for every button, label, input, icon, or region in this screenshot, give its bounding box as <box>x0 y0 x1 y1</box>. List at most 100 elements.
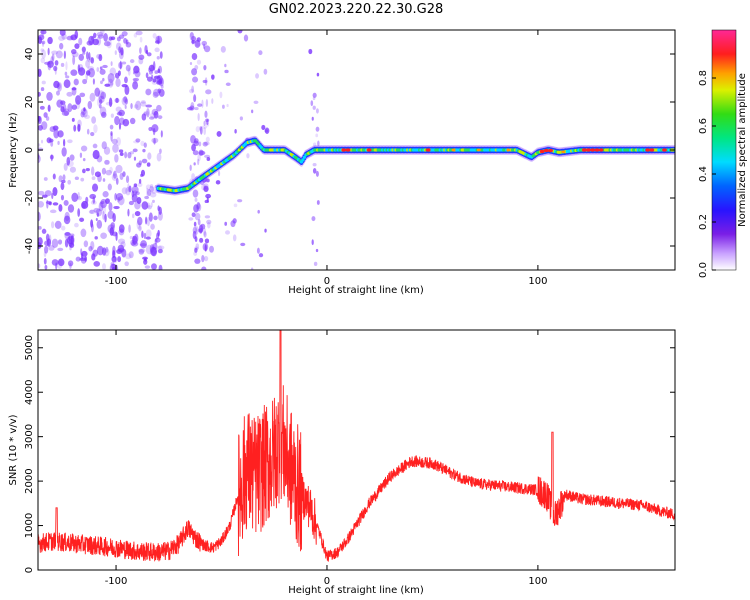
spectrogram-noise-blob <box>116 111 123 116</box>
spectrogram-noise-blob <box>60 62 65 68</box>
spectrogram-noise-blob <box>93 124 98 134</box>
spectrogram-noise-blob <box>150 246 158 257</box>
track-hotspot <box>366 148 372 152</box>
spectrogram-noise-blob <box>66 160 74 167</box>
spectrogram-noise-blob <box>189 88 195 94</box>
spectrogram-noise-blob <box>71 104 78 110</box>
spectrogram-noise-blob <box>157 245 165 250</box>
spectrogram-noise-blob <box>124 76 128 84</box>
spectrogram-noise-blob <box>98 99 103 105</box>
spectrogram-noise-blob <box>132 148 138 153</box>
spectrogram-noise-blob <box>66 91 73 97</box>
spectrogram-noise-blob <box>152 33 157 39</box>
track-hotspot <box>539 149 545 154</box>
spectrogram-noise-blob <box>84 255 88 262</box>
spectrogram-axes: -100 0 100 -40 -20 0 20 40 <box>24 30 675 287</box>
spectrogram-noise-blob <box>38 68 42 77</box>
spectrogram-noise-blob <box>224 221 228 226</box>
spectrogram-noise-blob <box>57 258 65 267</box>
spectrogram-noise-blob <box>256 247 260 254</box>
spectrogram-noise-blob <box>77 123 81 132</box>
spectrogram-noise-blob <box>206 156 211 162</box>
spectrogram-noise-blob <box>117 238 126 245</box>
spectrogram-noise-blob <box>202 79 208 83</box>
spectrogram-noise-blob <box>63 50 66 59</box>
spectrogram-noise-blob <box>157 115 163 120</box>
spectrogram-noise-blob <box>65 75 70 79</box>
spectrogram-noise-blob <box>41 121 48 130</box>
spectrogram-noise-blob <box>251 109 254 114</box>
spectrogram-noise-blob <box>159 148 162 154</box>
spectrogram-noise-blob <box>237 199 243 203</box>
spectrogram-noise-blob <box>152 78 157 83</box>
spectrogram-noise-blob <box>232 218 237 224</box>
spectrogram-noise-blob <box>75 95 82 105</box>
spectrogram-noise-blob <box>150 186 158 194</box>
spectrogram-noise-blob <box>74 43 80 49</box>
spectrogram-noise-blob <box>193 221 197 227</box>
spectrogram-noise-blob <box>197 153 201 162</box>
spectrogram-noise-blob <box>203 126 207 136</box>
spectrogram-noise-blob <box>141 230 144 239</box>
spectrogram-noise-blob <box>239 116 243 121</box>
spectrogram-xtick-label: 0 <box>324 276 330 287</box>
spectrogram-noise-blob <box>99 68 106 75</box>
spectrogram-noise-blob <box>112 213 116 223</box>
spectrogram-noise-blob <box>143 142 147 148</box>
spectrogram-noise-blob <box>98 95 105 103</box>
spectrogram-noise-blob <box>40 57 46 64</box>
spectrogram-noise-blob <box>148 67 152 72</box>
spectrogram-noise-blob <box>206 178 210 183</box>
snr-series-line <box>38 330 675 562</box>
spectrogram-noise-blob <box>71 49 77 55</box>
spectrogram-noise-blob <box>90 57 95 64</box>
spectrogram-noise-blob <box>99 66 103 70</box>
spectrogram-noise-blob <box>99 106 107 117</box>
spectrogram-noise-blob <box>105 169 112 176</box>
spectrogram-noise-blob <box>197 228 204 233</box>
spectrogram-noise-blob <box>140 100 146 104</box>
spectrogram-noise-blob <box>63 79 71 89</box>
spectrogram-xtick-label: 100 <box>528 276 547 287</box>
spectrogram-noise-blob <box>52 187 58 197</box>
spectrogram-noise-blob <box>49 209 57 214</box>
spectrogram-noise-blob <box>189 164 192 171</box>
spectrogram-noise-blob <box>195 243 200 250</box>
spectrogram-ylabel: Frequency (Hz) <box>8 112 19 188</box>
spectrogram-panel: -100 0 100 -40 -20 0 20 40 Height of straight l… <box>8 29 676 296</box>
spectrogram-noise-blob <box>258 50 263 56</box>
spectrogram-noise-blob <box>127 152 132 159</box>
spectrogram-noise-blob <box>198 150 206 156</box>
spectrogram-noise-blob <box>92 196 96 204</box>
spectrogram-noise-blob <box>152 127 156 136</box>
spectrogram-noise-blob <box>96 67 100 72</box>
spectrogram-noise-blob <box>125 64 131 72</box>
spectrogram-noise-blob <box>81 202 86 209</box>
spectrogram-noise-blob <box>96 212 99 218</box>
spectrogram-noise-blob <box>147 205 152 210</box>
spectrogram-noise-blob <box>79 92 86 98</box>
spectrogram-noise-blob <box>72 55 76 66</box>
spectrogram-noise-blob <box>80 228 87 238</box>
spectrogram-noise-blob <box>246 153 250 159</box>
spectrogram-noise-blob <box>81 250 88 257</box>
spectrogram-noise-blob <box>142 148 146 153</box>
spectrogram-noise-blob <box>138 225 142 232</box>
spectrogram-noise-blob <box>83 240 89 248</box>
colorbar-label: Normalized spectral amplitude <box>737 73 748 227</box>
spectrogram-noise-blob <box>47 60 54 68</box>
spectrogram-noise-blob <box>315 170 319 177</box>
spectrogram-noise-blob <box>51 50 58 55</box>
spectrogram-noise-blob <box>80 145 88 152</box>
spectrogram-noise-blob <box>191 35 196 42</box>
spectrogram-noise-blob <box>316 200 320 205</box>
spectrogram-noise-blob <box>103 248 110 257</box>
spectrogram-noise-blob <box>194 236 198 242</box>
spectrogram-noise-blob <box>116 137 121 146</box>
spectrogram-noise-blob <box>146 107 150 118</box>
track-hotspot <box>345 148 351 152</box>
spectrogram-noise-blob <box>112 172 116 177</box>
spectrogram-noise-blob <box>140 140 145 147</box>
spectrogram-noise-blob <box>207 221 211 229</box>
spectrogram-noise-blob <box>201 254 205 263</box>
